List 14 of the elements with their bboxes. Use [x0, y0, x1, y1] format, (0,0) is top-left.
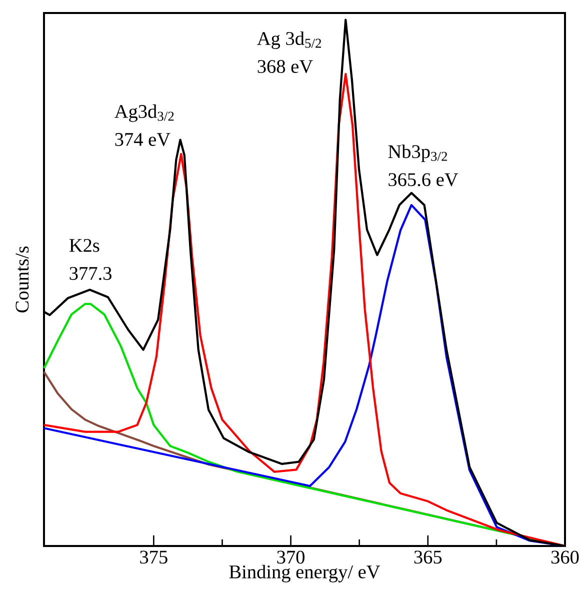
- annotation: 374 eV: [115, 133, 170, 146]
- x-tick-label: 370: [277, 550, 304, 564]
- x-tick-label: 365: [414, 550, 442, 564]
- annotation: K2s: [69, 239, 100, 252]
- annotation: 365.6 eV: [388, 173, 458, 186]
- x-tick-label: 360: [551, 550, 579, 564]
- annotation: 368 eV: [258, 60, 313, 74]
- annotation: Ag3d$_{3/2}$: [114, 104, 174, 122]
- annotation: Ag 3d$_{5/2}$: [257, 31, 321, 49]
- x-tick-label: 375: [140, 550, 168, 564]
- x-axis-title: Binding energy/ eV: [229, 564, 380, 582]
- y-axis-title: Counts/s: [16, 246, 29, 312]
- annotation: Nb3p$_{3/2}$: [388, 144, 447, 162]
- annotation: 377.3: [70, 267, 112, 280]
